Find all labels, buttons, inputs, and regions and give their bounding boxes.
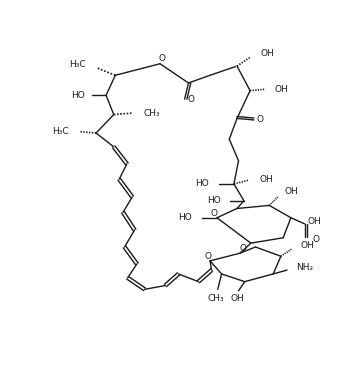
Text: O: O [313,235,319,244]
Text: CH₃: CH₃ [143,108,160,117]
Text: OH: OH [285,187,299,196]
Text: NH₂: NH₂ [296,263,313,272]
Text: HO: HO [196,179,209,188]
Text: HO: HO [179,213,192,222]
Text: H₃C: H₃C [69,60,86,69]
Text: OH: OH [259,175,273,184]
Text: OH: OH [230,294,244,303]
Text: O: O [158,54,165,63]
Text: O: O [187,95,194,104]
Text: CH₃: CH₃ [207,294,224,303]
Text: O: O [205,252,212,261]
Text: OH: OH [308,217,322,226]
Text: OH: OH [260,49,274,58]
Text: O: O [240,244,247,253]
Text: O: O [210,209,217,218]
Text: OH: OH [300,241,314,250]
Text: O: O [257,115,264,124]
Text: H₃C: H₃C [52,127,68,136]
Text: OH: OH [275,85,288,94]
Text: HO: HO [207,196,221,205]
Text: HO: HO [71,91,84,100]
